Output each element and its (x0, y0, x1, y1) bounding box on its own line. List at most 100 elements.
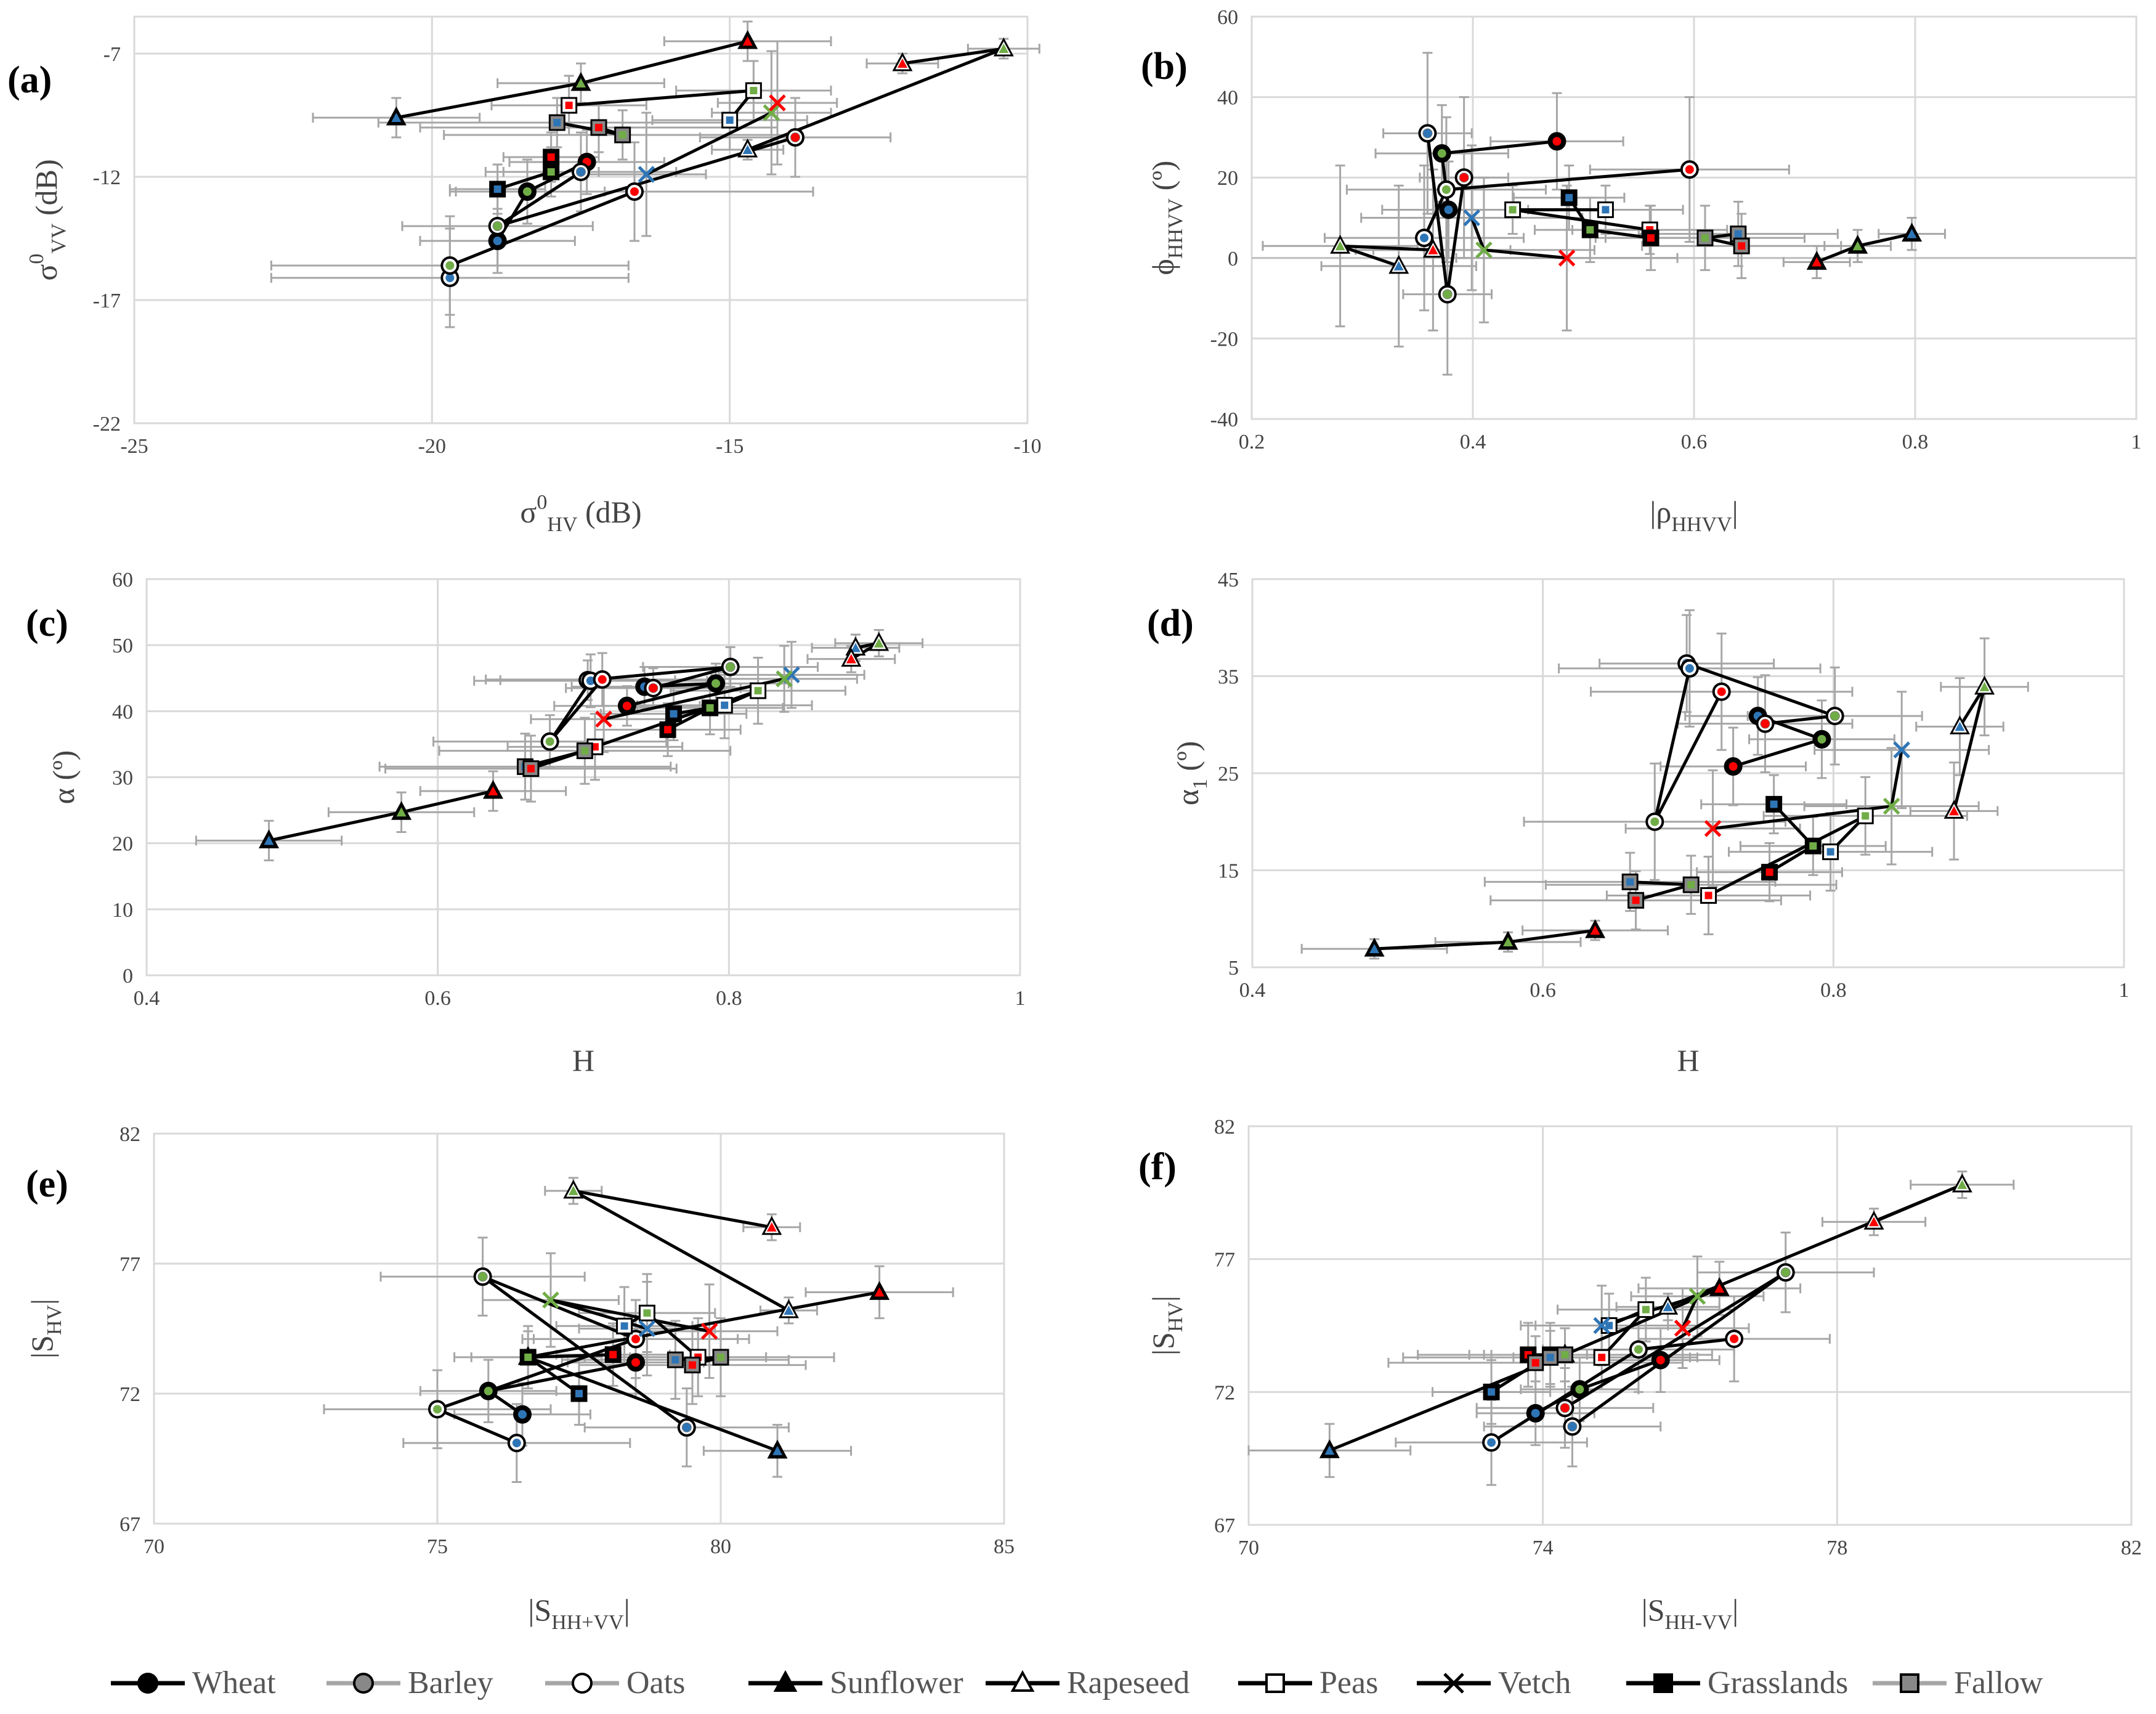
series-line-rapeseed (572, 1189, 790, 1312)
y-axis-label: α (º) (46, 750, 81, 805)
y-tick-label: -12 (93, 166, 121, 189)
x-tick-label: -15 (716, 435, 744, 458)
marker-vetch (700, 1322, 718, 1340)
y-tick-label: -7 (103, 43, 121, 66)
panel-b: 0.2 0.4 0.6 0.8 1 -40 -20 0 20 40 60 |ρHHVV| ϕHHVV (… (1141, 6, 2142, 536)
marker-fallow (1733, 237, 1750, 254)
marker-vetch (542, 1291, 559, 1309)
panel-f: 70 74 78 82 67 72 77 82 |SHH-VV| |SHV| (f) (1138, 1116, 2142, 1634)
series-line-rapeseed (1952, 686, 1987, 812)
marker-vetch (1475, 241, 1493, 259)
panel-a: -25 -20 -15 -10 -22 -17 -12 -7 σ0HV (dB) σ0VV (dB… (7, 15, 1042, 536)
plot-frame (1247, 1125, 2133, 1526)
legend-item-wheat: Wheat (111, 1665, 276, 1700)
y-tick-label: 67 (120, 1513, 140, 1536)
y-tick-label: 0 (1228, 248, 1238, 270)
y-tick-label: -17 (93, 290, 121, 312)
x-tick-label: 0.4 (134, 987, 160, 1010)
y-tick-label: 50 (112, 635, 133, 657)
marker-vetch (1674, 1320, 1692, 1337)
y-tick-label: 77 (1214, 1249, 1235, 1272)
legend-label: Fallow (1954, 1665, 2043, 1700)
y-tick-label: 60 (112, 569, 133, 591)
series-line-sunflower (1374, 928, 1595, 951)
y-axis-label: ϕHHVV (º) (1146, 161, 1187, 275)
legend-marker (1265, 1673, 1285, 1693)
x-tick-label: 0.4 (1239, 979, 1266, 1002)
y-tick-label: 20 (1217, 167, 1238, 190)
legend-item-sunflower: Sunflower (748, 1665, 963, 1700)
legend-item-fallow: Fallow (1873, 1665, 2043, 1700)
panel-label: (a) (7, 59, 52, 101)
panel-e: 70 75 80 85 67 72 77 82 |SHH+VV| |SHV| (e) (25, 1123, 1015, 1634)
y-tick-label: 30 (112, 767, 133, 790)
legend-marker (1900, 1673, 1919, 1693)
legend-item-vetch: Vetch (1417, 1665, 1571, 1700)
legend-item-oats: Oats (545, 1665, 685, 1700)
x-tick-label: 1 (1015, 987, 1026, 1010)
marker-vetch (595, 710, 612, 728)
legend-item-grasslands: Grasslands (1626, 1665, 1848, 1700)
x-tick-label: -10 (1013, 435, 1041, 458)
x-tick-label: 70 (1238, 1537, 1259, 1559)
marker-vetch (1882, 797, 1900, 815)
series-line-rapeseed (1339, 244, 1433, 268)
x-tick-label: 75 (427, 1535, 448, 1558)
marker-vetch (1893, 741, 1910, 758)
x-tick-label: 74 (1533, 1537, 1554, 1559)
legend-label: Oats (626, 1665, 685, 1700)
marker-peas (1504, 201, 1522, 218)
x-axis-label: H (1677, 1043, 1699, 1078)
y-tick-label: 10 (112, 899, 133, 922)
x-tick-label: 0.6 (424, 987, 451, 1010)
marker-vetch (1704, 820, 1722, 837)
y-axis-label: α1 (º) (1170, 741, 1212, 806)
y-tick-label: 40 (112, 701, 133, 723)
panel-label: (f) (1138, 1146, 1177, 1188)
plot-frame (145, 578, 1021, 977)
y-tick-label: 15 (1218, 860, 1239, 883)
marker-vetch (638, 166, 655, 183)
legend-label: Peas (1319, 1665, 1378, 1700)
y-axis-label: |SHV| (25, 1299, 66, 1359)
y-tick-label: 82 (120, 1123, 140, 1146)
legend-marker (353, 1673, 374, 1694)
marker-vetch (638, 1320, 656, 1338)
y-tick-label: 60 (1217, 6, 1238, 29)
x-tick-label: 78 (1826, 1537, 1847, 1559)
x-tick-label: 70 (144, 1535, 164, 1558)
series-line-peas (1512, 208, 1650, 232)
x-tick-label: 0.8 (1902, 431, 1929, 453)
y-tick-label: 25 (1218, 763, 1239, 786)
marker-vetch (1593, 1317, 1610, 1334)
x-axis-label: σ0HV (dB) (520, 491, 641, 536)
marker-fallow (1621, 873, 1639, 890)
x-tick-label: 0.6 (1681, 431, 1708, 453)
legend-marker (1010, 1670, 1035, 1692)
legend-label: Wheat (192, 1665, 276, 1700)
legend-marker (773, 1670, 798, 1692)
y-tick-label: 20 (112, 833, 133, 856)
x-tick-label: 85 (994, 1535, 1015, 1558)
marker-grasslands (1804, 837, 1822, 855)
marker-vetch (1688, 1288, 1706, 1305)
y-tick-label: -40 (1210, 408, 1238, 431)
panel-label: (e) (26, 1163, 68, 1205)
legend: Wheat Barley Oats Sunflower Rapeseed Peas Vetc… (111, 1665, 2043, 1700)
legend-marker (572, 1673, 593, 1694)
y-tick-label: 0 (123, 965, 133, 988)
x-tick-label: -25 (120, 435, 148, 458)
x-tick-label: 1 (2131, 431, 2142, 453)
x-tick-label: 1 (2119, 979, 2130, 1002)
legend-marker (1443, 1673, 1464, 1694)
series-line-sunflower (268, 789, 494, 842)
y-tick-label: 77 (120, 1253, 140, 1276)
legend-label: Vetch (1498, 1665, 1571, 1700)
y-tick-label: -20 (1210, 328, 1238, 351)
y-tick-label: 82 (1214, 1116, 1235, 1139)
y-tick-label: -22 (93, 413, 121, 436)
y-axis-label: |SHV| (1146, 1296, 1187, 1355)
